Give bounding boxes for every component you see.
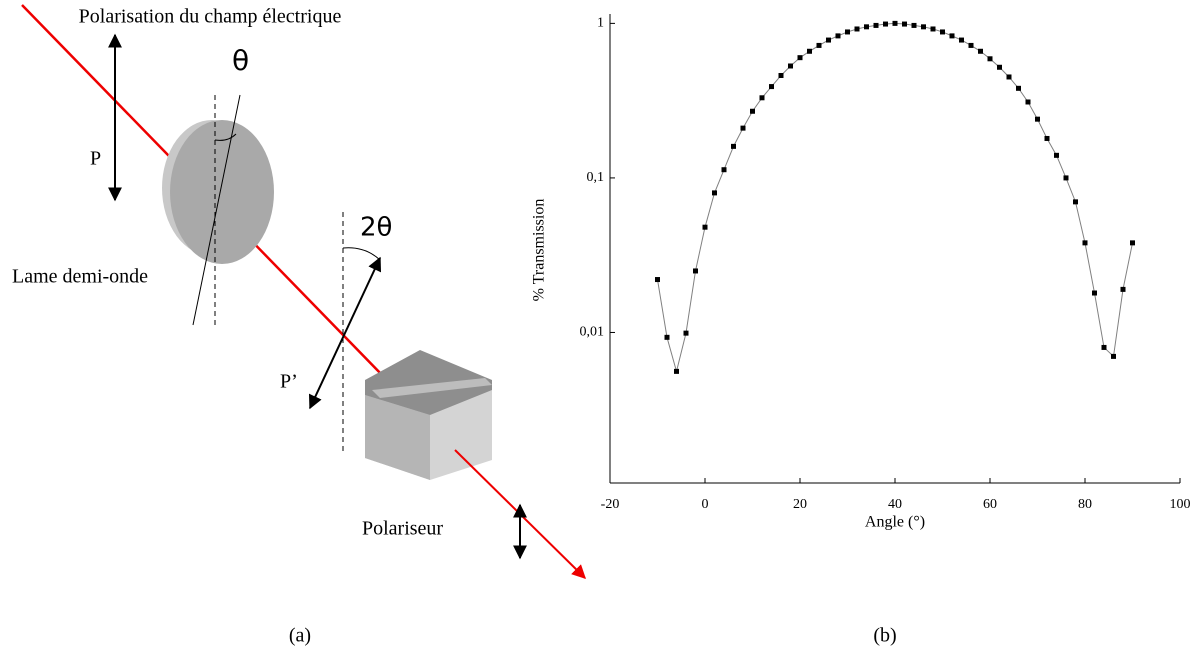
data-point — [1044, 135, 1050, 141]
data-point — [750, 108, 755, 114]
data-point — [1025, 99, 1031, 105]
data-point — [674, 368, 679, 374]
data-point — [949, 33, 955, 39]
x-tick-label: 0 — [702, 497, 709, 512]
data-point — [845, 29, 850, 35]
data-point — [683, 330, 689, 336]
data-point — [1130, 240, 1135, 246]
theta-arc — [214, 133, 237, 141]
x-axis-title: Angle (°) — [865, 514, 925, 531]
data-point — [997, 64, 1002, 70]
diagram-title: Polarisation du champ électrique — [79, 6, 342, 28]
data-point — [769, 84, 774, 90]
x-tick-label: 40 — [888, 497, 902, 512]
data-point — [883, 21, 888, 27]
chart: Angle (°) % Transmission -20 0 20 40 60 80 100… — [531, 14, 1191, 531]
x-tick-label: 80 — [1078, 497, 1092, 512]
data-point — [1054, 152, 1059, 158]
data-point — [930, 26, 936, 32]
data-line — [657, 22, 1133, 374]
data-point — [759, 95, 765, 101]
plate-axis — [192, 94, 241, 326]
data-point — [721, 167, 727, 173]
data-point — [1101, 344, 1107, 350]
x-tick-label: 100 — [1170, 497, 1191, 512]
x-tick-label: 60 — [983, 497, 997, 512]
data-point — [959, 37, 964, 43]
two-theta-label: 2θ — [360, 213, 392, 243]
data-point — [873, 22, 879, 28]
data-point — [1035, 116, 1040, 122]
data-point — [940, 29, 945, 35]
theta-label: θ — [232, 44, 249, 77]
data-point — [655, 277, 660, 283]
data-point — [864, 24, 869, 30]
data-point — [968, 42, 974, 48]
data-point — [693, 268, 698, 274]
p-label: P — [90, 148, 101, 170]
plate-label: Lame demi-onde — [12, 266, 148, 288]
data-point — [788, 63, 793, 69]
data-point — [1120, 286, 1126, 292]
y-tick-label: 1 — [597, 16, 604, 31]
data-point — [892, 20, 898, 26]
data-point — [712, 190, 717, 196]
data-point — [987, 56, 993, 62]
data-point — [702, 224, 708, 230]
data-point — [1006, 74, 1012, 80]
data-point — [816, 42, 822, 48]
data-point — [978, 48, 983, 54]
data-point — [921, 24, 926, 30]
p-prime-label: P’ — [280, 371, 298, 393]
data-point — [911, 22, 917, 28]
data-point — [1063, 175, 1069, 181]
y-tick-label: 0,01 — [580, 325, 605, 340]
two-theta-arc — [342, 247, 381, 261]
caption: (a) — [289, 625, 311, 647]
data-point — [778, 72, 784, 78]
data-point — [1111, 353, 1116, 359]
data-point — [826, 37, 831, 43]
data-point — [664, 334, 670, 340]
data-point — [854, 26, 860, 32]
data-point — [797, 55, 803, 61]
caption: (b) — [873, 625, 896, 647]
data-point — [1082, 240, 1088, 246]
data-point — [1092, 290, 1097, 296]
x-tick-label: -20 — [601, 497, 620, 512]
y-tick-label: 0,1 — [587, 170, 605, 185]
data-point — [1016, 85, 1021, 91]
data-point — [731, 143, 736, 149]
diagram: Polarisation du champ électrique P θ Lam… — [12, 4, 586, 579]
x-tick-label: 20 — [793, 497, 807, 512]
y-axis-title: % Transmission — [531, 199, 548, 302]
half-wave-plate — [170, 120, 274, 264]
polarizer-label: Polariseur — [362, 518, 443, 540]
polarizer-cube — [365, 350, 492, 480]
data-point — [1073, 199, 1078, 205]
data-point — [740, 125, 746, 131]
rotated-polarisation-arrow — [308, 256, 382, 410]
data-point — [902, 21, 907, 27]
data-point — [807, 48, 812, 54]
data-point — [835, 33, 841, 39]
